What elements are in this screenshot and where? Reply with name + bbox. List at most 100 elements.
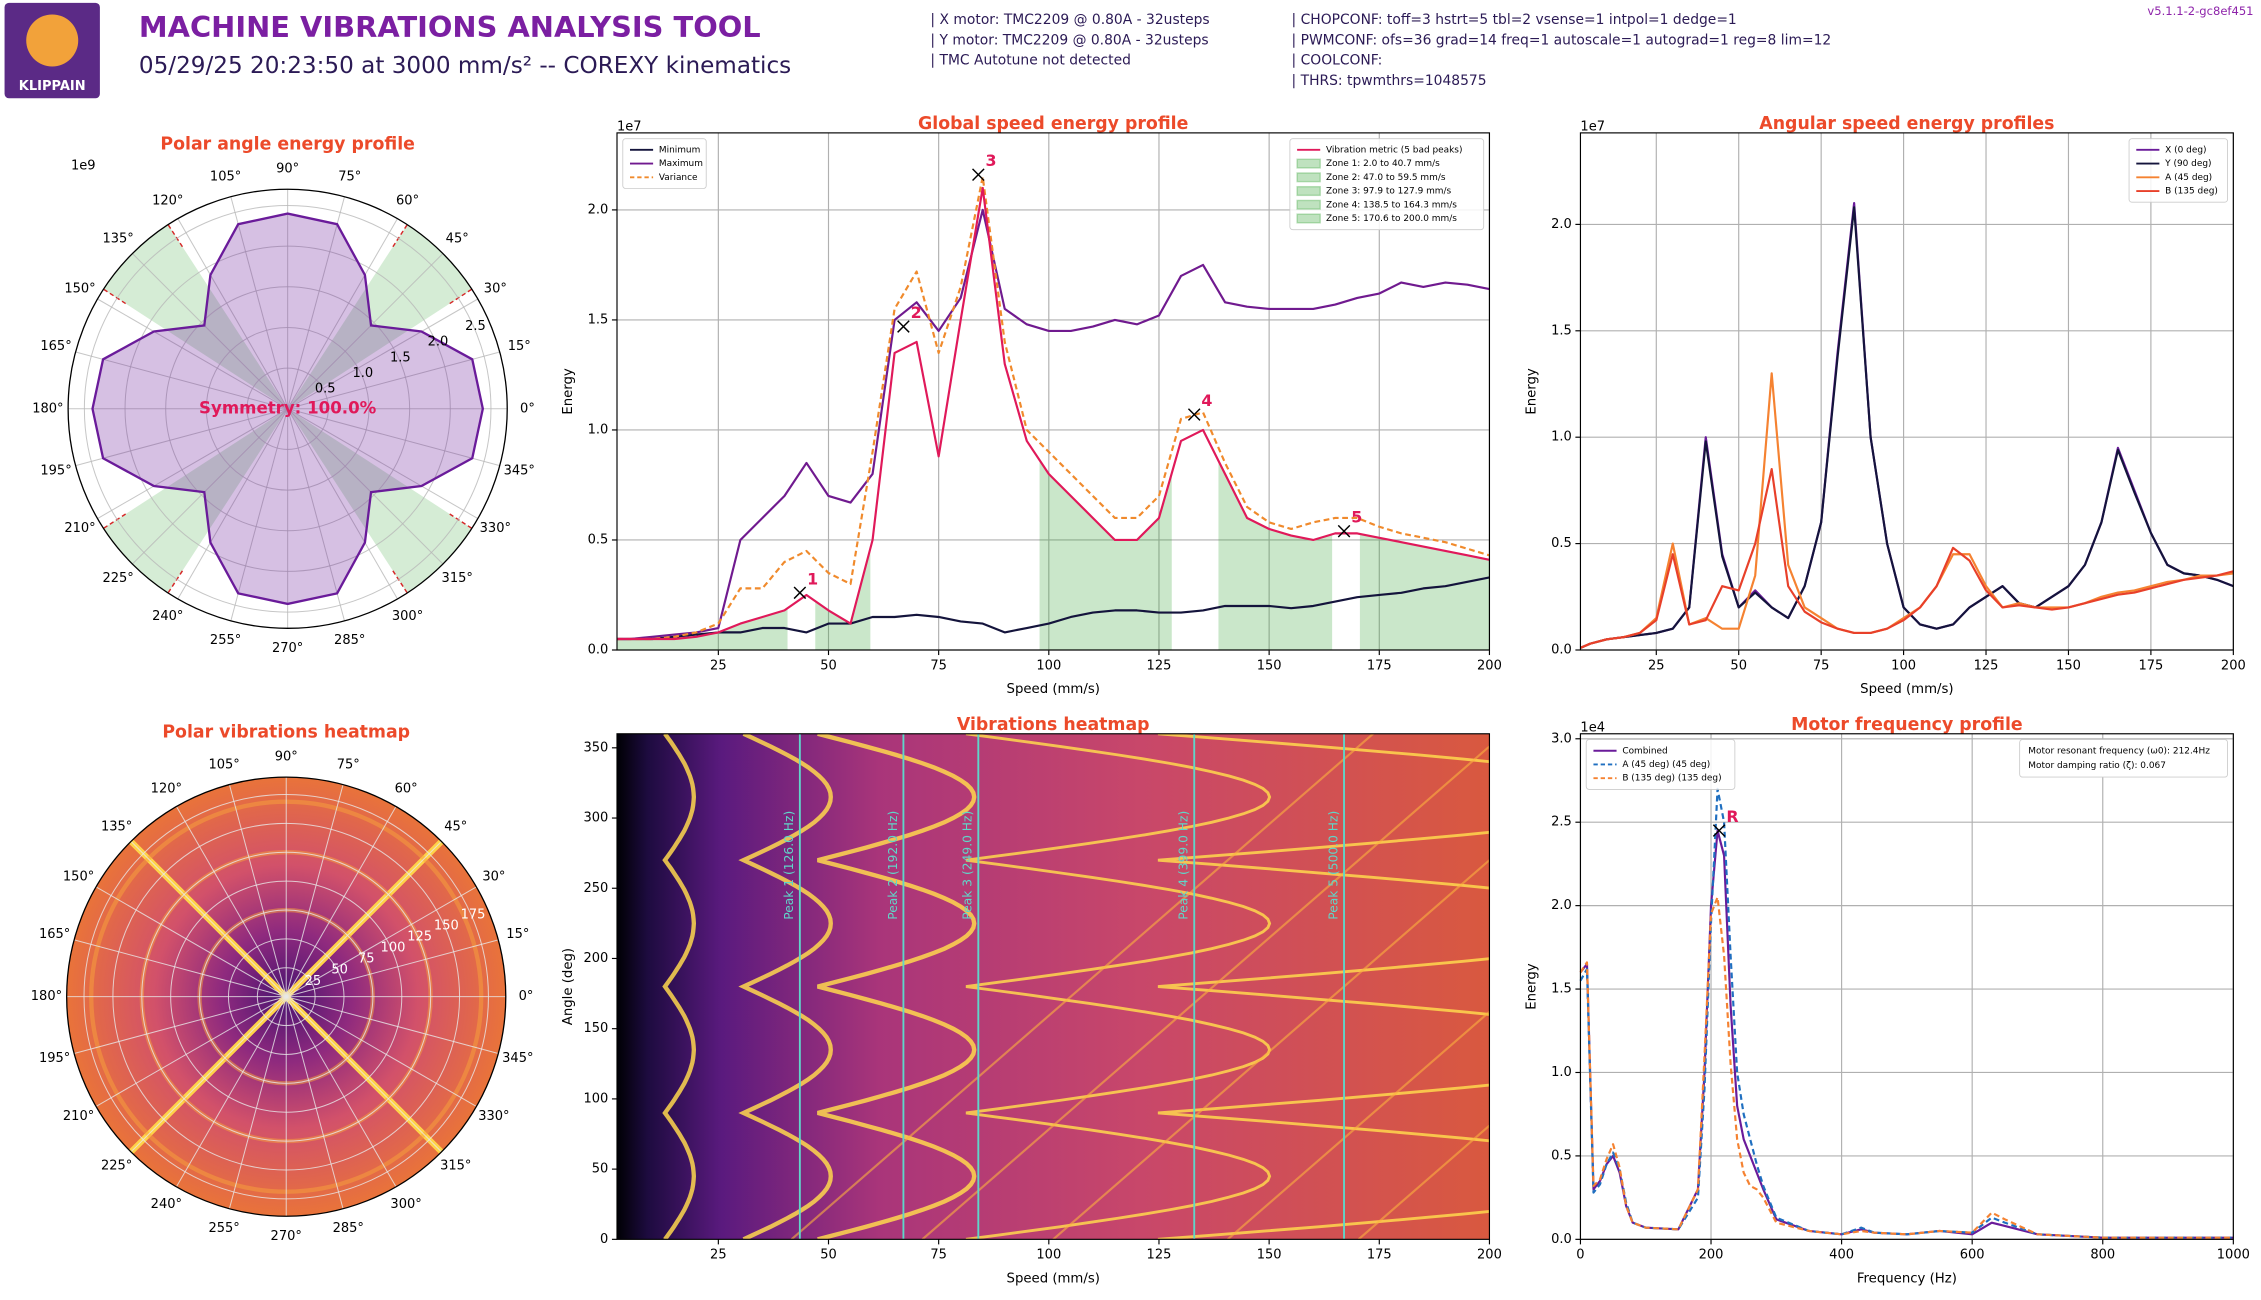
series-line — [617, 576, 1490, 641]
theta-tick-label: 75° — [337, 758, 360, 773]
theta-tick-label: 105° — [210, 170, 241, 185]
grid-spoke — [97, 408, 288, 519]
series-line — [1579, 896, 2234, 1239]
theta-tick-label: 330° — [478, 1109, 509, 1124]
grid-spoke — [287, 218, 398, 410]
plot-frame — [1579, 132, 2234, 651]
legend-label: Zone 1: 2.0 to 40.7 mm/s — [1326, 159, 1440, 169]
x-axis-label: Speed (mm/s) — [1007, 682, 1100, 697]
theta-tick-label: 195° — [39, 1051, 70, 1066]
theta-tick-label: 60° — [396, 194, 419, 209]
x-tick-label: 50 — [1730, 658, 1747, 673]
logo-text: KLIPPAIN — [19, 79, 86, 94]
zone-boundary — [392, 570, 408, 594]
legend-label: Zone 5: 170.6 to 200.0 mm/s — [1326, 214, 1457, 224]
grid-spoke — [74, 996, 287, 1054]
legend: Combined A (45 deg) (45 deg) B (135 deg) (… — [1585, 739, 1736, 790]
annotation: Symmetry: 100.0% — [199, 398, 377, 417]
theta-tick-label: 0° — [520, 401, 535, 416]
theta-tick-label: 30° — [484, 281, 507, 296]
legend-label: Minimum — [659, 145, 700, 155]
x-tick-label: 150 — [1257, 658, 1282, 673]
legend: Minimum Maximum Variance — [622, 138, 707, 189]
r-tick-label: 175 — [461, 907, 486, 922]
theta-tick-label: 240° — [151, 1197, 182, 1212]
legend-label: Vibration metric (5 bad peaks) — [1326, 145, 1462, 155]
r-tick-label: 2.5 — [465, 319, 486, 334]
header-info: | X motor: TMC2209 @ 0.80A - 32usteps — [930, 12, 1209, 28]
r-tick-label: 2.0 — [428, 335, 449, 350]
theta-tick-label: 135° — [102, 232, 133, 247]
y-tick-label: 2.0 — [1551, 898, 1572, 913]
heatmap-ridge — [738, 733, 833, 1240]
y-tick-label: 2.5 — [1551, 815, 1572, 830]
plot-layer — [1580, 202, 2234, 649]
r-tick-label: 1.0 — [352, 366, 373, 381]
y-tick-label: 0.0 — [1551, 643, 1572, 658]
peak-label: Peak 4 (399.0 Hz) — [1177, 811, 1191, 920]
chart-title: Motor frequency profile — [1791, 715, 2023, 735]
x-tick-label: 200 — [2221, 658, 2246, 673]
heatmap-streak — [1227, 1011, 1490, 1240]
r-tick-label: 0.5 — [315, 381, 336, 396]
y-offset-label: 1e7 — [1580, 120, 1605, 135]
x-tick-label: 100 — [1036, 658, 1061, 673]
grid-spoke — [286, 939, 499, 998]
x-tick-label: 200 — [1477, 1248, 1502, 1263]
heatmap-streak — [1357, 1124, 1490, 1240]
peak-label: 1 — [807, 569, 818, 588]
y-offset-label: 1e4 — [1580, 721, 1605, 736]
x-tick-label: 150 — [2056, 658, 2081, 673]
heatmap-streak — [1052, 859, 1490, 1240]
zone-boundary — [103, 513, 127, 529]
y-tick-label: 50 — [592, 1162, 609, 1177]
x-tick-label: 25 — [1648, 658, 1665, 673]
header-info: | PWMCONF: ofs=36 grad=14 freq=1 autosca… — [1292, 32, 1832, 48]
y-tick-label: 0.0 — [1551, 1232, 1572, 1247]
grid-spoke — [287, 351, 500, 410]
theta-tick-label: 105° — [208, 758, 239, 773]
y-tick-label: 0.5 — [588, 532, 609, 547]
grid-spoke — [132, 408, 289, 565]
theta-tick-label: 15° — [506, 927, 529, 942]
note: Motor resonant frequency (ω0): 212.4Hz — [2028, 747, 2210, 757]
y-tick-label: 0.5 — [1551, 1148, 1572, 1163]
y-tick-label: 1.5 — [1551, 982, 1572, 997]
theta-tick-label: 165° — [39, 927, 70, 942]
legend-label: B (135 deg) — [2165, 187, 2218, 197]
theta-tick-label: 300° — [390, 1197, 421, 1212]
chart-title: Angular speed energy profiles — [1759, 114, 2054, 134]
heatmap-ridge — [965, 733, 1272, 1240]
x-tick-label: 25 — [710, 1248, 727, 1263]
zone-boundary — [167, 570, 184, 594]
grid-spoke — [287, 408, 345, 621]
zone-boundary — [103, 288, 127, 305]
theta-tick-label: 285° — [333, 1221, 364, 1236]
y-tick-label: 150 — [584, 1021, 609, 1036]
grid-spoke — [230, 408, 289, 621]
grid-spoke — [285, 806, 397, 997]
r-tick-label: 125 — [407, 930, 432, 945]
legend: Vibration metric (5 bad peaks) Zone 1: 2.… — [1289, 138, 1485, 231]
peak-marker — [1712, 824, 1726, 837]
y-tick-label: 1.5 — [1551, 323, 1572, 338]
heatmap-ridge — [662, 733, 697, 1240]
theta-tick-label: 210° — [63, 1109, 94, 1124]
grid-spoke — [74, 939, 287, 998]
theta-tick-label: 300° — [392, 609, 423, 624]
y-tick-label: 250 — [584, 881, 609, 896]
legend-label: Y (90 deg) — [2164, 159, 2211, 169]
x-tick-label: 25 — [710, 658, 727, 673]
y-tick-label: 1.0 — [1551, 430, 1572, 445]
peak-label: Peak 1 (126.0 Hz) — [782, 811, 796, 920]
y-tick-label: 3.0 — [1551, 731, 1572, 746]
grid-spoke — [285, 996, 442, 1153]
peak-label: 2 — [911, 303, 922, 322]
header-info: | TMC Autotune not detected — [930, 53, 1130, 69]
theta-tick-label: 255° — [210, 633, 241, 648]
grid-spoke — [285, 784, 344, 997]
series-line — [1580, 468, 2234, 649]
y-tick-label: 2.0 — [1551, 217, 1572, 232]
legend-label: X (0 deg) — [2165, 145, 2206, 155]
y-tick-label: 300 — [584, 811, 609, 826]
